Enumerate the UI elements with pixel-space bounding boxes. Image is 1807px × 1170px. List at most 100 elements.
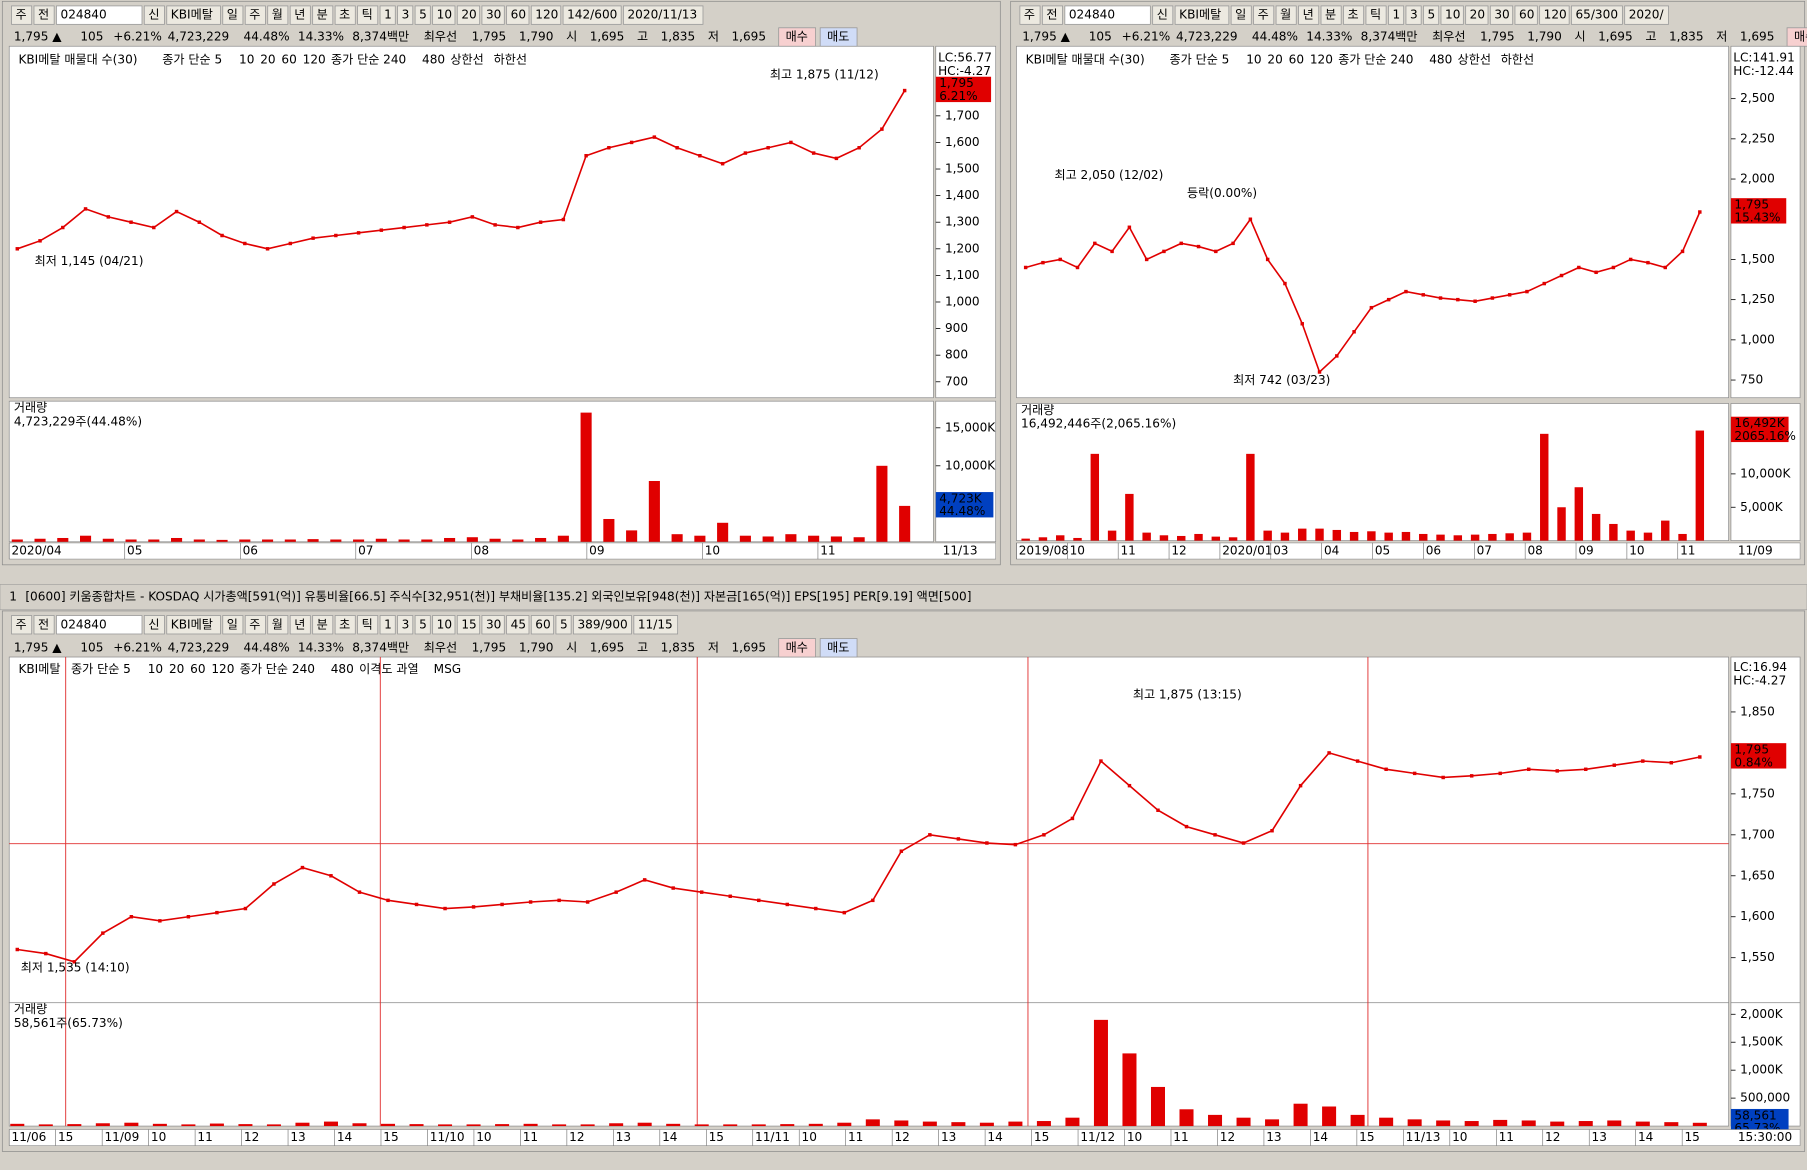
toolbar-button[interactable]: [623, 5, 704, 25]
toolbar-button[interactable]: [1388, 5, 1405, 25]
toolbar-button[interactable]: [222, 5, 244, 25]
volume-bar: [1557, 507, 1566, 541]
toolbar-button[interactable]: [1489, 5, 1514, 25]
last-price-pct: 0.84%: [1734, 755, 1772, 769]
price-point: [1355, 759, 1360, 763]
toolbar-button[interactable]: [1514, 5, 1538, 25]
y-tick-label: 1,100: [945, 268, 980, 282]
order-button-label: 매수: [786, 30, 808, 44]
toolbar-button[interactable]: [143, 615, 165, 635]
toolbar-button[interactable]: [1230, 5, 1252, 25]
toolbar-button[interactable]: [432, 615, 456, 635]
toolbar-button[interactable]: [1320, 5, 1342, 25]
toolbar-button[interactable]: [506, 615, 530, 635]
toolbar-button[interactable]: [481, 615, 505, 635]
toolbar-button[interactable]: [397, 5, 414, 25]
toolbar-button[interactable]: [379, 615, 396, 635]
code-input[interactable]: [1064, 5, 1151, 25]
toolbar-button[interactable]: [1041, 5, 1063, 25]
toolbar-button[interactable]: [357, 5, 379, 25]
toolbar-button[interactable]: [397, 615, 414, 635]
toolbar-button[interactable]: [1174, 5, 1230, 25]
volume-bar: [124, 1122, 139, 1127]
volume-bar: [466, 1124, 481, 1127]
toolbar-button[interactable]: [334, 5, 356, 25]
toolbar-button[interactable]: [633, 615, 679, 635]
toolbar-button[interactable]: [1152, 5, 1174, 25]
toolbar-button[interactable]: [166, 5, 221, 25]
toolbar-button[interactable]: [244, 615, 266, 635]
toolbar-button[interactable]: [555, 615, 572, 635]
toolbar-button[interactable]: [1019, 5, 1041, 25]
order-button[interactable]: [819, 27, 858, 47]
toolbar-label: KBI메탈: [1179, 8, 1221, 22]
toolbar-button[interactable]: [1440, 5, 1464, 25]
toolbar-button[interactable]: [11, 615, 33, 635]
toolbar-button[interactable]: [1253, 5, 1275, 25]
toolbar-button[interactable]: [1365, 5, 1387, 25]
toolbar-button[interactable]: [1405, 5, 1422, 25]
code-input[interactable]: [56, 615, 143, 635]
toolbar-button[interactable]: [1423, 5, 1440, 25]
toolbar-label: 30: [486, 617, 501, 631]
toolbar-button[interactable]: [573, 615, 632, 635]
toolbar-button[interactable]: [414, 615, 431, 635]
x-tick-label: 11: [1499, 1130, 1514, 1144]
volume-bar: [1550, 1121, 1565, 1127]
toolbar-button[interactable]: [267, 615, 289, 635]
toolbar-button[interactable]: [357, 615, 379, 635]
volume-bar: [1678, 533, 1687, 541]
volume-title: 거래량: [14, 1002, 47, 1016]
toolbar-button[interactable]: [562, 5, 622, 25]
toolbar-label: 틱: [362, 8, 373, 22]
volume-pane: [8, 400, 934, 543]
toolbar-button[interactable]: [456, 615, 481, 635]
toolbar-button[interactable]: [289, 5, 311, 25]
toolbar-button[interactable]: [379, 5, 396, 25]
price-point: [1335, 354, 1339, 358]
toolbar-button[interactable]: [1571, 5, 1623, 25]
toolbar-button[interactable]: [33, 615, 55, 635]
toolbar-button[interactable]: [1465, 5, 1489, 25]
toolbar-button[interactable]: [1298, 5, 1320, 25]
toolbar-button[interactable]: [506, 5, 530, 25]
toolbar-label: 초: [339, 8, 350, 22]
toolbar-button[interactable]: [166, 615, 221, 635]
toolbar-button[interactable]: [312, 5, 334, 25]
legend-entry: 120: [211, 662, 234, 676]
volume-bar: [1008, 1121, 1023, 1127]
toolbar-button[interactable]: [143, 5, 165, 25]
volume-bar: [171, 537, 183, 542]
toolbar-button[interactable]: [1539, 5, 1570, 25]
toolbar-button[interactable]: [1343, 5, 1365, 25]
toolbar-button[interactable]: [11, 5, 33, 25]
x-tick-label: 11/06: [12, 1130, 47, 1144]
volume-bar: [284, 539, 296, 542]
toolbar-button[interactable]: [530, 615, 555, 635]
toolbar-button[interactable]: [530, 5, 562, 25]
y-tick-label: 1,700: [945, 108, 980, 122]
volume-bar: [1470, 534, 1480, 541]
toolbar-button[interactable]: [222, 615, 244, 635]
toolbar-button[interactable]: [456, 5, 481, 25]
toolbar-button[interactable]: [267, 5, 289, 25]
toolbar-button[interactable]: [1275, 5, 1297, 25]
price-point: [72, 960, 77, 964]
toolbar-button[interactable]: [481, 5, 505, 25]
toolbar-button[interactable]: [432, 5, 456, 25]
toolbar-button[interactable]: [414, 5, 431, 25]
toolbar-button[interactable]: [33, 5, 55, 25]
code-input[interactable]: [56, 5, 143, 25]
x-tick-label: 10: [476, 1130, 491, 1144]
price-point: [1559, 273, 1564, 278]
price-pane: [1016, 45, 1729, 399]
toolbar-button[interactable]: [312, 615, 334, 635]
order-button[interactable]: [1786, 27, 1807, 47]
toolbar-button[interactable]: [244, 5, 266, 25]
toolbar-button[interactable]: [1624, 5, 1669, 25]
toolbar-button[interactable]: [289, 615, 311, 635]
order-button[interactable]: [778, 27, 816, 47]
toolbar-button[interactable]: [334, 615, 356, 635]
order-button[interactable]: [819, 638, 858, 658]
order-button[interactable]: [778, 638, 816, 658]
